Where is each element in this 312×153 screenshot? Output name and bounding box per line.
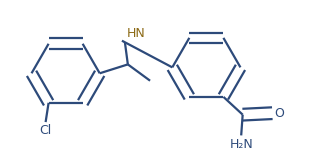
Text: O: O: [275, 107, 285, 120]
Text: H₂N: H₂N: [229, 138, 253, 151]
Text: HN: HN: [126, 27, 145, 40]
Text: Cl: Cl: [40, 124, 52, 137]
